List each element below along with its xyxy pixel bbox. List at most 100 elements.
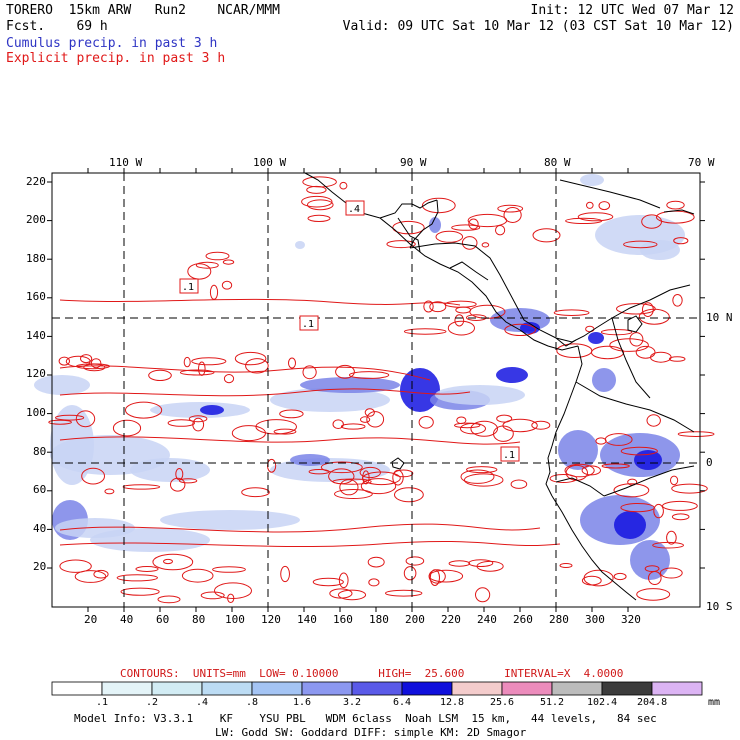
bottom-tick-label: 60: [156, 613, 170, 626]
lon-lat-grid: [52, 173, 700, 607]
contour-info: CONTOURS: UNITS=mm LOW= 0.10000 HIGH= 25…: [120, 667, 624, 680]
precip-contour: [532, 228, 561, 243]
colorbar-cell: [101, 681, 153, 696]
precip-area: [588, 332, 604, 344]
legend-explicit: Explicit precip. in past 3 h: [6, 51, 226, 66]
precip-contour: [116, 574, 159, 582]
galapagos: [391, 457, 405, 470]
precip-area: [200, 405, 224, 415]
contour-label: .1: [182, 282, 194, 293]
precip-contour: [335, 364, 355, 379]
lon-label-110w: 110 W: [109, 156, 143, 169]
precip-contour: [301, 195, 333, 208]
precip-area: [435, 385, 525, 405]
precip-contour: [200, 591, 225, 600]
contour-label: .1: [302, 319, 314, 330]
precip-contour: [463, 473, 504, 487]
precip-contour: [475, 587, 491, 603]
precip-contour: [604, 433, 633, 446]
precip-area: [640, 240, 680, 260]
precip-area: [400, 368, 440, 412]
left-tick-label: 180: [26, 252, 46, 265]
precip-area: [429, 217, 441, 233]
precip-contour: [279, 409, 304, 419]
bottom-tick-label: 40: [120, 613, 134, 626]
forecast-hour: Fcst. 69 h: [6, 19, 108, 34]
precip-contour: [556, 343, 593, 359]
precip-contour: [601, 463, 630, 469]
precip-contour: [339, 181, 348, 190]
precip-contour: [577, 212, 614, 222]
precip-contour: [650, 351, 672, 363]
precip-contour: [125, 401, 163, 419]
precip-contour: [167, 419, 196, 427]
precip-contour: [231, 425, 266, 442]
bottom-tick-label: 240: [477, 613, 497, 626]
bottom-tick-label: 140: [297, 613, 317, 626]
precip-contour: [581, 465, 601, 476]
coastline-central-america-caribbean: [409, 242, 691, 343]
precip-contour: [175, 468, 184, 481]
precip-contour: [609, 338, 649, 352]
coastline-mexico: [304, 172, 438, 219]
colorbar-label: .1: [96, 697, 109, 708]
lat-label-eq: 0: [706, 456, 713, 469]
precip-contour: [435, 230, 464, 243]
left-tick-label: 200: [26, 213, 46, 226]
precip-contour: [157, 595, 181, 604]
precip-contour: [241, 487, 270, 498]
colorbar: [51, 681, 703, 696]
colorbar-cell: [601, 681, 653, 696]
precip-contour: [59, 365, 431, 381]
precip-contour: [598, 201, 611, 211]
precip-contour: [280, 565, 291, 583]
precip-contour: [59, 298, 461, 306]
precip-contour: [444, 300, 477, 308]
precip-contour: [393, 469, 414, 478]
precip-contour: [368, 578, 380, 587]
coastline-hispaniola: [663, 209, 695, 215]
lake-maracaibo: [627, 315, 643, 333]
axis-ticks: [47, 168, 705, 612]
border-andes: [575, 381, 695, 433]
init-time: Init: 12 UTC Wed 07 Mar 12: [530, 3, 735, 18]
precip-contour: [338, 572, 349, 589]
lon-label-90w: 90 W: [400, 156, 427, 169]
colorbar-cell: [551, 681, 603, 696]
precip-contour: [386, 240, 416, 249]
contour-label-box: .1: [299, 315, 319, 331]
bottom-tick-label: 100: [225, 613, 245, 626]
colorbar-label: .2: [146, 697, 159, 708]
left-tick-label: 220: [26, 175, 46, 188]
precip-area: [295, 241, 305, 249]
lat-label-10n: 10 N: [706, 311, 733, 324]
precip-contour: [495, 225, 506, 236]
left-tick-label: 160: [26, 290, 46, 303]
model-title: TORERO 15km ARW Run2 NCAR/MMM: [6, 3, 280, 18]
precip-contour: [613, 572, 627, 581]
precip-contour: [447, 320, 475, 336]
precip-contour: [348, 371, 390, 379]
precip-contour: [429, 301, 447, 313]
precip-area: [496, 367, 528, 383]
precip-contour: [214, 582, 252, 600]
precip-contour: [553, 309, 590, 317]
precip-contour: [223, 374, 235, 384]
precip-contour: [470, 420, 499, 437]
colorbar-label: 25.6: [490, 697, 515, 708]
precip-contour: [585, 325, 595, 333]
precip-contour: [90, 358, 102, 369]
precip-contour: [337, 589, 367, 601]
precip-contour: [332, 419, 344, 430]
colorbar-cell: [401, 681, 453, 696]
contour-label-box: .1: [500, 446, 520, 462]
precip-contour: [659, 567, 683, 579]
precip-contour: [273, 428, 297, 435]
precip-contour: [460, 469, 495, 484]
precip-contour: [653, 503, 664, 519]
precip-contour: [364, 408, 375, 417]
precip-contour: [195, 261, 219, 269]
precip-contour: [666, 200, 685, 210]
precip-contour: [212, 566, 246, 573]
precip-contour: [59, 559, 92, 573]
